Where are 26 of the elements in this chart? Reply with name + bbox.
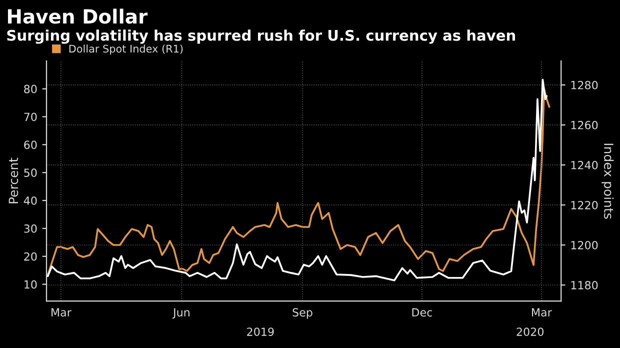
legend-label: Dollar Spot Index (R1) — [69, 44, 183, 55]
y-axis-title: Percent — [8, 158, 18, 204]
text: 2020 — [516, 328, 544, 336]
y2-tick-label: 1240 — [571, 160, 598, 170]
y-tick-label: 30 — [24, 224, 37, 233]
text: 2019 — [247, 328, 274, 336]
y-tick-label: 40 — [24, 196, 37, 205]
y-tick-label: 80 — [24, 84, 37, 94]
y2-tick-label: 1280 — [571, 80, 598, 90]
y-tick-label: 50 — [24, 168, 37, 177]
y2-axis-title: Index points — [602, 144, 614, 219]
chart-subtitle: Surging volatility has spurred rush for U.S. currency as haven — [7, 30, 515, 44]
y-tick-label: 60 — [24, 140, 37, 150]
y-tick-label: 70 — [24, 112, 37, 122]
x-tick-label: Jun — [172, 308, 190, 319]
x-tick-label: Mar — [532, 308, 552, 317]
y2-tick-label: 1180 — [571, 280, 598, 290]
y2-tick-label: 1220 — [571, 200, 598, 210]
y2-tick-label: 1200 — [571, 240, 598, 250]
y-tick-label: 10 — [24, 280, 37, 289]
x-tick-label: Sep — [292, 308, 312, 319]
x-tick-label: Dec — [412, 308, 432, 317]
y-tick-label: 20 — [24, 252, 37, 261]
y2-tick-label: 1260 — [571, 120, 598, 130]
x-tick-label: Mar — [52, 308, 72, 317]
chart-title: Haven Dollar — [8, 8, 148, 24]
